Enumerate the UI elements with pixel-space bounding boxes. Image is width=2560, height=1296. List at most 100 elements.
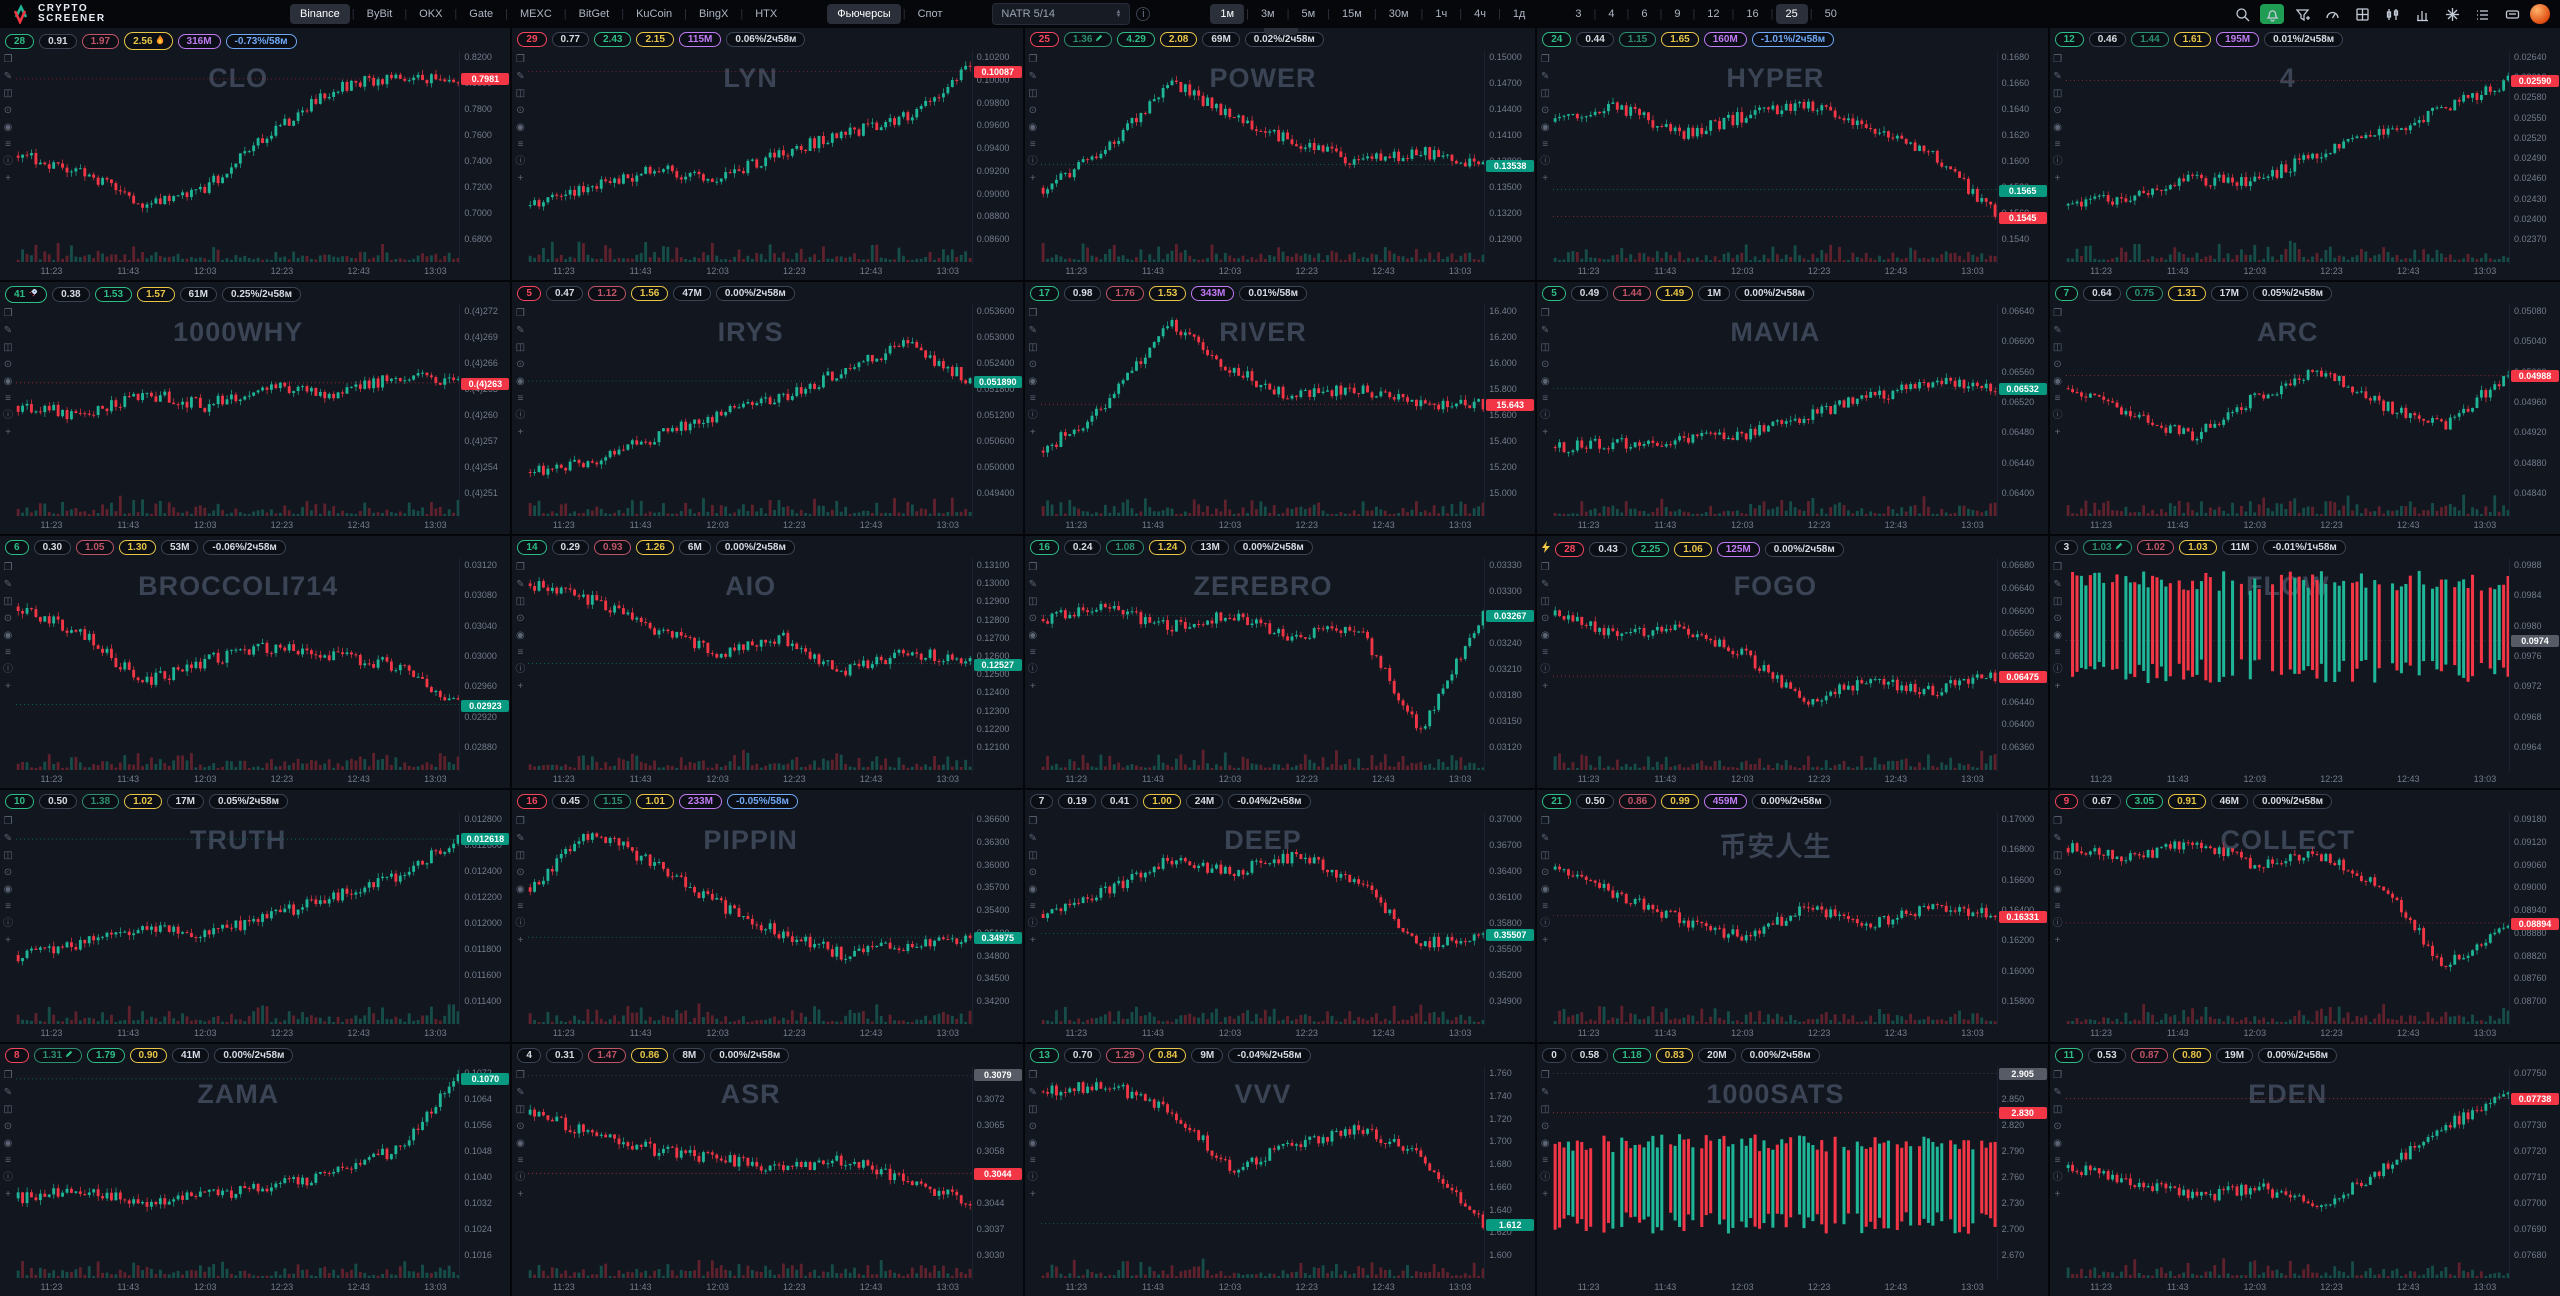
price-axis[interactable]: 0.82000.80000.78000.76000.74000.72000.70… [459, 50, 510, 264]
watchlist-icon[interactable] [2470, 4, 2494, 24]
magnet-icon[interactable]: ⊙ [1540, 359, 1550, 370]
price-chart[interactable] [1553, 1066, 1998, 1280]
info-icon[interactable]: ⓘ [1027, 410, 1038, 421]
info-icon[interactable]: ⓘ [515, 664, 526, 675]
magnet-icon[interactable]: ⊙ [2053, 613, 2062, 624]
eye-icon[interactable]: ◉ [516, 884, 525, 895]
magnet-icon[interactable]: ⊙ [1028, 105, 1037, 116]
draw-icon[interactable]: ✎ [3, 1087, 13, 1098]
add-icon[interactable]: + [1542, 427, 1549, 438]
info-icon[interactable]: ⓘ [1540, 410, 1551, 421]
info-icon[interactable]: ⓘ [1027, 1172, 1038, 1183]
info-icon[interactable]: ⓘ [1540, 664, 1551, 675]
exchange-tab-bybit[interactable]: ByBit [366, 8, 393, 20]
time-axis[interactable]: 11:23 11:43 12:03 12:23 12:43 13:03 [1041, 1028, 1485, 1040]
magnet-icon[interactable]: ⊙ [1540, 613, 1550, 624]
measure-icon[interactable]: ◫ [3, 88, 13, 99]
measure-icon[interactable]: ◫ [515, 596, 526, 607]
exchange-tab-bingx[interactable]: BingX [699, 8, 729, 20]
copy-icon[interactable]: ❐ [1540, 54, 1550, 65]
eye-icon[interactable]: ◉ [1028, 884, 1038, 895]
info-icon[interactable]: ⓘ [1027, 664, 1038, 675]
collapse-handle[interactable] [1264, 28, 1298, 35]
copy-icon[interactable]: ❐ [3, 816, 13, 827]
time-axis[interactable]: 11:23 11:43 12:03 12:23 12:43 13:03 [528, 1028, 972, 1040]
price-chart[interactable] [1040, 558, 1486, 772]
draw-icon[interactable]: ✎ [1540, 833, 1550, 844]
measure-icon[interactable]: ◫ [1540, 850, 1550, 861]
time-axis[interactable]: 11:23 11:43 12:03 12:23 12:43 13:03 [2066, 1282, 2510, 1294]
magnet-icon[interactable]: ⊙ [3, 105, 13, 116]
price-chart[interactable] [1553, 304, 1998, 518]
timeframe-tab-5м[interactable]: 5м [1301, 8, 1316, 20]
grid-size-tab-25[interactable]: 25 [1775, 4, 1808, 24]
time-axis[interactable]: 11:23 11:43 12:03 12:23 12:43 13:03 [16, 1028, 460, 1040]
copy-icon[interactable]: ❐ [515, 562, 525, 573]
timeframe-tab-1ч[interactable]: 1ч [1435, 8, 1448, 20]
magnet-icon[interactable]: ⊙ [2053, 1121, 2062, 1132]
time-axis[interactable]: 11:23 11:43 12:03 12:23 12:43 13:03 [2066, 1028, 2510, 1040]
price-chart[interactable] [16, 1066, 461, 1280]
layers-icon[interactable]: ≡ [517, 139, 524, 150]
price-chart[interactable] [2065, 558, 2510, 772]
grid-size-tab-50[interactable]: 50 [1824, 8, 1837, 20]
layers-icon[interactable]: ≡ [1542, 393, 1549, 404]
timeframe-tab-1д[interactable]: 1д [1512, 8, 1526, 20]
price-axis[interactable]: 0.(4)272 0.(4)269 0.(4)266 0.(4)263 0.(4)260… [459, 304, 510, 518]
price-axis[interactable]: 0.06680 0.06640 0.06600 0.06560 0.06520 0.064… [1996, 558, 2048, 772]
exchange-tab-htx[interactable]: HTX [755, 8, 778, 20]
eye-icon[interactable]: ◉ [1540, 376, 1550, 387]
price-chart[interactable] [1553, 50, 1998, 264]
layers-icon[interactable]: ≡ [1029, 1155, 1036, 1166]
add-icon[interactable]: + [5, 173, 11, 184]
magnet-icon[interactable]: ⊙ [3, 867, 13, 878]
draw-icon[interactable]: ✎ [516, 1087, 525, 1098]
gauge-icon[interactable] [2320, 4, 2344, 24]
price-axis[interactable]: 0.077500.077400.077300.077200.077100.077… [2508, 1066, 2560, 1280]
measure-icon[interactable]: ◫ [515, 850, 526, 861]
draw-icon[interactable]: ✎ [1028, 579, 1037, 590]
magnet-icon[interactable]: ⊙ [1028, 1121, 1037, 1132]
copy-icon[interactable]: ❐ [2053, 562, 2063, 573]
layers-icon[interactable]: ≡ [517, 901, 524, 912]
layers-icon[interactable]: ≡ [5, 139, 11, 150]
magnet-icon[interactable]: ⊙ [516, 359, 525, 370]
info-icon[interactable]: ⓘ [515, 918, 526, 929]
copy-icon[interactable]: ❐ [1028, 1070, 1038, 1081]
info-icon[interactable]: ⓘ [1540, 918, 1551, 929]
info-icon[interactable]: ⓘ [2052, 918, 2063, 929]
measure-icon[interactable]: ◫ [515, 88, 526, 99]
layers-icon[interactable]: ≡ [517, 1155, 524, 1166]
measure-icon[interactable]: ◫ [2052, 1104, 2063, 1115]
measure-icon[interactable]: ◫ [1540, 1104, 1550, 1115]
eye-icon[interactable]: ◉ [1540, 122, 1550, 133]
add-icon[interactable]: + [1029, 173, 1036, 184]
info-icon[interactable]: ⓘ [2052, 410, 2063, 421]
natr-input[interactable]: NATR 5/14 ▲ ▼ [992, 3, 1131, 25]
layers-icon[interactable]: ≡ [2054, 901, 2061, 912]
price-chart[interactable] [1040, 1066, 1486, 1280]
price-axis[interactable]: 0.053600 0.053000 0.052400 0.051800 0.051200… [971, 304, 1023, 518]
measure-icon[interactable]: ◫ [3, 596, 13, 607]
info-icon[interactable]: ⓘ [515, 156, 526, 167]
layers-icon[interactable]: ≡ [5, 647, 11, 658]
price-axis[interactable]: 0.0128000.0126000.0124000.0122000.012000… [459, 812, 510, 1026]
price-axis[interactable]: 0.0988 0.0984 0.0980 0.0976 0.0972 0.0968 0.09… [2508, 558, 2560, 772]
natr-value[interactable]: NATR 5/14 [1001, 8, 1055, 20]
price-chart[interactable] [528, 1066, 973, 1280]
layers-icon[interactable]: ≡ [517, 393, 524, 404]
draw-icon[interactable]: ✎ [1540, 325, 1550, 336]
time-axis[interactable]: 11:23 11:43 12:03 12:23 12:43 13:03 [1553, 266, 1997, 278]
copy-icon[interactable]: ❐ [1540, 816, 1550, 827]
price-axis[interactable]: 0.13100 0.13000 0.12900 0.12800 0.12700 0.126… [971, 558, 1023, 772]
copy-icon[interactable]: ❐ [1028, 308, 1038, 319]
timeframe-tab-30м[interactable]: 30м [1388, 8, 1409, 20]
user-avatar[interactable] [2530, 4, 2550, 24]
add-icon[interactable]: + [1542, 681, 1549, 692]
price-chart[interactable] [1040, 812, 1486, 1026]
draw-icon[interactable]: ✎ [3, 833, 13, 844]
eye-icon[interactable]: ◉ [1028, 1138, 1038, 1149]
time-axis[interactable]: 11:23 11:43 12:03 12:23 12:43 13:03 [528, 520, 972, 532]
add-icon[interactable]: + [1542, 1189, 1549, 1200]
exchange-tab-binance[interactable]: Binance [290, 4, 350, 24]
